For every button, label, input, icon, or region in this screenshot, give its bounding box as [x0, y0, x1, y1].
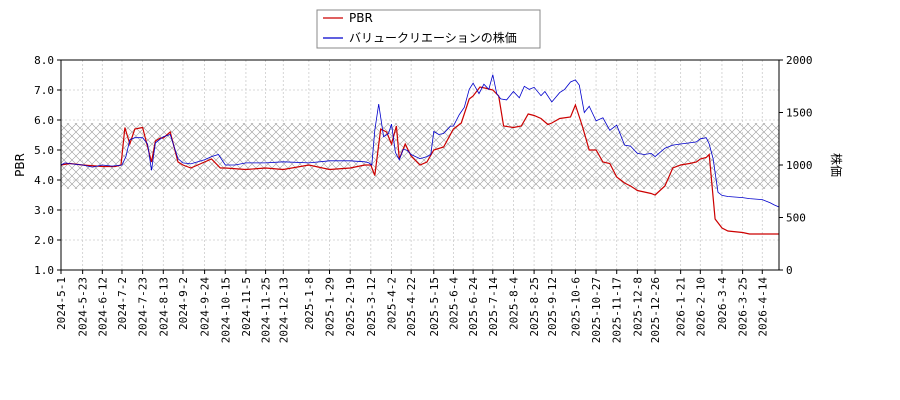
x-tick-label: 2024-7-23	[137, 277, 150, 337]
x-tick-label: 2025-11-17	[611, 277, 624, 343]
legend-price-label: バリュークリエーションの株価	[349, 30, 517, 45]
pbr-range-band	[61, 123, 779, 189]
x-tick-label: 2024-11-5	[240, 277, 253, 337]
left-tick-label: 2.0	[34, 234, 54, 247]
x-tick-label: 2026-3-25	[737, 277, 750, 337]
left-tick-label: 5.0	[34, 144, 54, 157]
x-tick-label: 2025-4-22	[405, 277, 418, 337]
right-axis-title: 株価	[829, 153, 844, 177]
pbr-series-line	[60, 86, 779, 235]
right-axis-ticks: 0 500 1000 1500 2000	[779, 54, 813, 277]
x-tick-label: 2025-12-8	[631, 277, 644, 337]
x-tick-label: 2025-12-26	[649, 277, 662, 343]
legend-pbr-label: PBR	[349, 11, 373, 25]
x-tick-label: 2024-7-2	[116, 277, 129, 330]
legend-box	[316, 9, 541, 49]
x-tick-label: 2025-10-6	[569, 277, 582, 337]
left-tick-label: 4.0	[34, 174, 54, 187]
series-lines	[60, 74, 780, 235]
x-tick-label: 2025-8-25	[528, 277, 541, 337]
right-tick-label: 1500	[786, 107, 813, 120]
x-tick-label: 2025-5-15	[428, 277, 441, 337]
x-tick-label: 2024-9-24	[199, 277, 212, 337]
right-tick-label: 0	[786, 264, 793, 277]
x-tick-label: 2024-5-1	[55, 277, 68, 330]
x-tick-label: 2025-7-14	[487, 277, 500, 337]
x-tick-label: 2025-8-4	[507, 277, 520, 330]
x-tick-label: 2024-8-13	[157, 277, 170, 337]
x-tick-label: 2024-9-2	[177, 277, 190, 330]
x-tick-label: 2025-3-12	[365, 277, 378, 337]
left-tick-label: 3.0	[34, 204, 54, 217]
x-tick-label: 2025-9-12	[546, 277, 559, 337]
right-tick-label: 2000	[786, 54, 813, 67]
x-tick-label: 2025-1-8	[303, 277, 316, 330]
x-tick-label: 2026-3-4	[716, 277, 729, 330]
x-tick-label: 2025-6-4	[447, 277, 460, 330]
left-tick-label: 1.0	[34, 264, 54, 277]
plot-area	[60, 59, 780, 271]
x-tick-label: 2025-4-2	[385, 277, 398, 330]
x-tick-label: 2024-12-13	[277, 277, 290, 343]
x-tick-label: 2025-10-27	[590, 277, 603, 343]
left-tick-label: 8.0	[34, 54, 54, 67]
left-tick-label: 7.0	[34, 84, 54, 97]
x-tick-label: 2025-6-24	[467, 277, 480, 337]
x-tick-label: 2024-6-12	[96, 277, 109, 337]
x-tick-label: 2024-11-25	[260, 277, 273, 343]
left-axis-ticks: 1.0 2.0 3.0 4.0 5.0 6.0 7.0 8.0	[34, 54, 61, 277]
legend: PBR バリュークリエーションの株価	[316, 9, 541, 49]
x-tick-label: 2026-4-14	[756, 277, 769, 337]
price-series-line	[60, 74, 780, 208]
left-tick-label: 6.0	[34, 114, 54, 127]
x-axis-ticks: 2024-5-1 2024-5-23 2024-6-12 2024-7-2 2024-7…	[55, 270, 769, 343]
x-tick-label: 2026-2-10	[694, 277, 707, 337]
x-tick-label: 2026-1-21	[675, 277, 688, 337]
x-tick-label: 2025-2-19	[344, 277, 357, 337]
x-tick-label: 2024-5-23	[77, 277, 90, 337]
x-tick-label: 2025-1-29	[324, 277, 337, 337]
right-tick-label: 500	[786, 212, 806, 225]
left-axis-title: PBR	[13, 153, 27, 177]
x-tick-label: 2024-10-15	[219, 277, 232, 343]
right-tick-label: 1000	[786, 159, 813, 172]
